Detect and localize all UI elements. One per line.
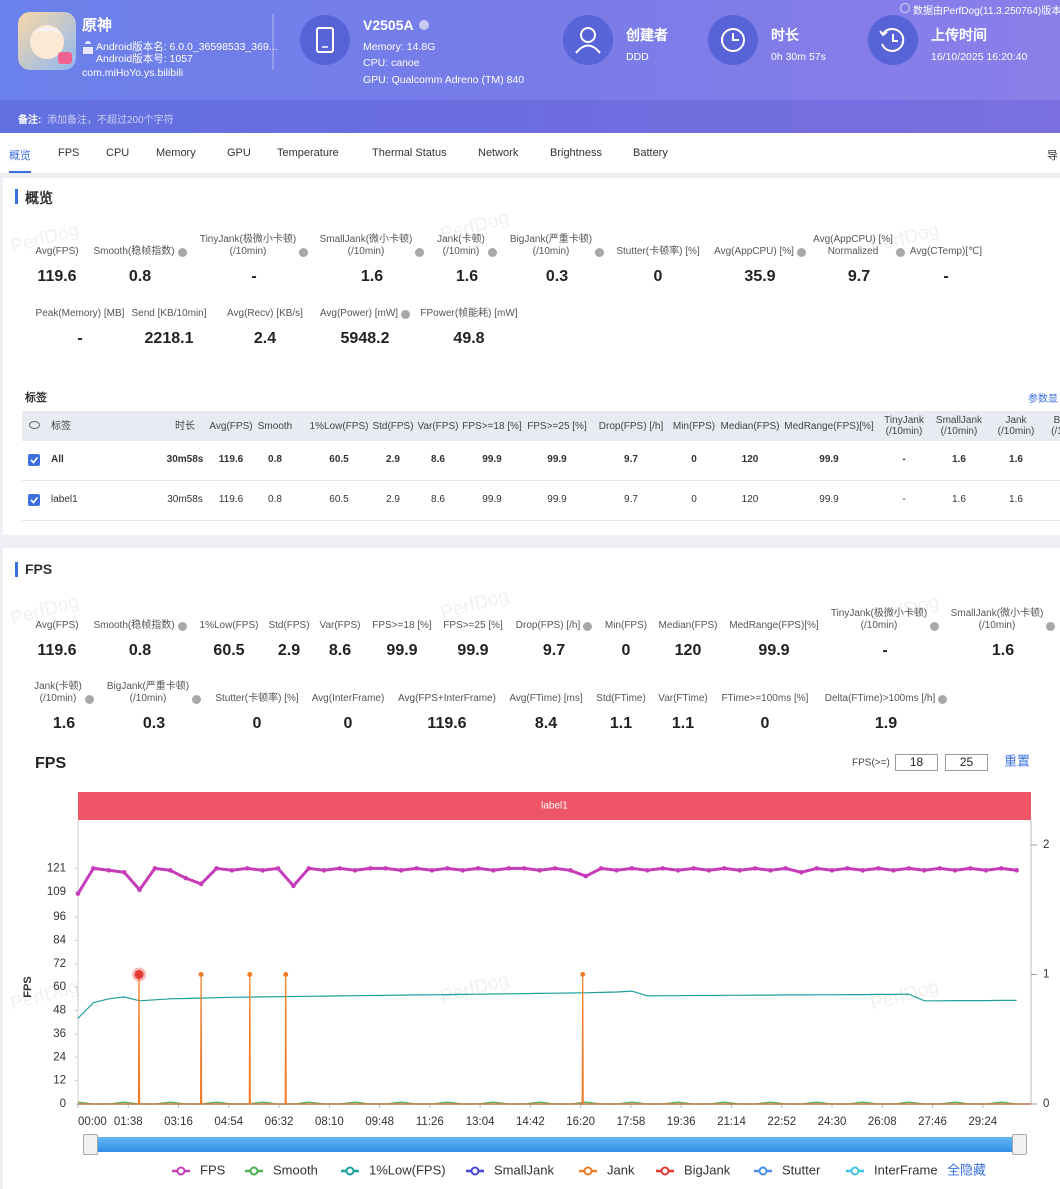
- column-header: B (/1: [1012, 411, 1060, 441]
- device-icon-bg: [300, 15, 350, 65]
- metric-label-text: Avg(CTemp)[℃]: [910, 246, 982, 258]
- threshold-input[interactable]: 18: [895, 754, 938, 771]
- note-label: 备注:: [18, 111, 41, 126]
- table-cell: 1.6: [971, 454, 1060, 465]
- tab[interactable]: Battery: [633, 147, 668, 159]
- export-button[interactable]: 导: [1047, 147, 1058, 163]
- checkbox[interactable]: [28, 454, 40, 466]
- metric-label: Avg(CTemp)[℃]: [866, 228, 1026, 258]
- metric-value: 0.3: [94, 715, 214, 733]
- tab[interactable]: Memory: [156, 147, 196, 159]
- metric-label-text: FPower(帧能耗) [mW]: [420, 308, 517, 320]
- note-input[interactable]: 添加备注，不超过200个字符: [47, 111, 174, 126]
- android-version-code: Android版本号: 1057: [96, 51, 193, 66]
- info-icon: [419, 20, 429, 30]
- metric-label-text: Avg(Power) [mW]: [320, 308, 398, 320]
- device-gpu: GPU: Qualcomm Adreno (TM) 840: [363, 74, 524, 86]
- metric-label: Delta(FTime)>100ms [/h]: [806, 675, 966, 705]
- metric-value: -: [825, 642, 945, 660]
- section-marker: [15, 189, 18, 204]
- tab[interactable]: CPU: [106, 147, 129, 159]
- app-name: 原神: [82, 14, 112, 35]
- metric-label: FPower(帧能耗) [mW]: [389, 290, 549, 320]
- checkbox[interactable]: [28, 494, 40, 506]
- section-marker: [15, 562, 18, 577]
- tab[interactable]: GPU: [227, 147, 251, 159]
- app-icon-badge: [58, 52, 72, 64]
- column-header: 标签: [51, 411, 71, 441]
- tags-settings-link[interactable]: 参数显: [1028, 390, 1058, 405]
- metric-value: 0.8: [80, 268, 200, 286]
- creator-label: 创建者: [626, 25, 668, 45]
- metric-value: -: [194, 268, 314, 286]
- tab-underline: [9, 171, 31, 173]
- tab[interactable]: Temperature: [277, 147, 339, 159]
- metric-label-text: FTime>=100ms [%]: [722, 693, 809, 705]
- duration-label: 时长: [771, 25, 799, 45]
- source-info-icon: [901, 4, 910, 13]
- tab[interactable]: Thermal Status: [372, 147, 447, 159]
- duration: 0h 30m 57s: [771, 51, 826, 63]
- metric-label-text: Smooth(稳帧指数): [93, 246, 174, 258]
- table-cell: 1.6: [971, 494, 1060, 505]
- tags-title: 标签: [25, 389, 47, 405]
- device-cpu: CPU: canoe: [363, 57, 420, 69]
- slider-track[interactable]: [86, 1137, 1027, 1152]
- check-mark: [29, 455, 39, 465]
- help-icon[interactable]: [1046, 622, 1055, 631]
- metric-value: 1.9: [826, 715, 946, 733]
- tab[interactable]: FPS: [58, 147, 79, 159]
- tab[interactable]: Network: [478, 147, 518, 159]
- metric-value: 49.8: [409, 330, 529, 348]
- row-divider: [22, 480, 1060, 481]
- creator-icon-bg: [563, 15, 613, 65]
- android-icon: [83, 41, 93, 54]
- metric-value: 0: [705, 715, 825, 733]
- package-name: com.miHoYo.ys.bilibili: [82, 67, 183, 79]
- help-icon[interactable]: [938, 695, 947, 704]
- metric-value: 1.6: [943, 642, 1060, 660]
- tab[interactable]: 概览: [9, 147, 31, 163]
- table-cell: All: [51, 454, 64, 465]
- metric-label-text: Delta(FTime)>100ms [/h]: [825, 693, 936, 705]
- metric-label-text: SmallJank(微小卡顿) (/10min): [951, 608, 1044, 632]
- upload-time: 16/10/2025 16:20:40: [931, 51, 1027, 63]
- metric-label-text: TinyJank(极微小卡顿) (/10min): [200, 234, 296, 258]
- section-title: FPS: [25, 561, 52, 577]
- table-cell: 120: [705, 494, 795, 505]
- metric-value: -: [886, 268, 1006, 286]
- creator: DDD: [626, 51, 649, 63]
- row-divider: [22, 520, 1060, 521]
- eye-icon: [29, 421, 40, 429]
- metric-value: 99.9: [714, 642, 834, 660]
- table-cell: label1: [51, 494, 78, 505]
- slider-handle[interactable]: [83, 1134, 98, 1155]
- threshold-input[interactable]: 25: [945, 754, 988, 771]
- metric-label: SmallJank(微小卡顿) (/10min): [923, 602, 1060, 632]
- check-mark: [29, 495, 39, 505]
- device-name: V2505A: [363, 17, 414, 33]
- tab[interactable]: Brightness: [550, 147, 602, 159]
- column-header: Median(FPS): [705, 411, 795, 441]
- device-memory: Memory: 14.8G: [363, 41, 435, 53]
- data-source: 数据由PerfDog(11.3.250764)版本: [913, 2, 1060, 17]
- table-cell: 120: [705, 454, 795, 465]
- upload-label: 上传时间: [931, 25, 987, 45]
- metric-label-text: TinyJank(极微小卡顿) (/10min): [831, 608, 927, 632]
- metric-value: 5948.2: [305, 330, 425, 348]
- slider-handle[interactable]: [1012, 1134, 1027, 1155]
- section-title: 概览: [25, 188, 53, 208]
